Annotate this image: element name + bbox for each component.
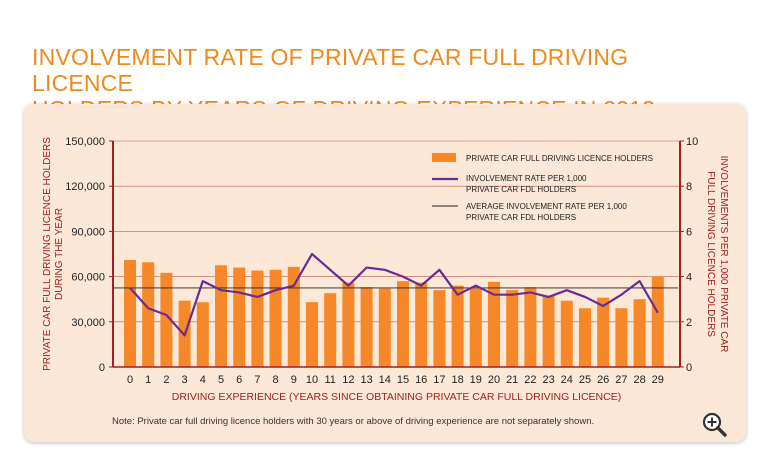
- x-tick-label: 21: [506, 374, 518, 386]
- x-tick-label: 26: [597, 374, 609, 386]
- x-tick-label: 23: [542, 374, 554, 386]
- x-tick-label: 29: [652, 374, 664, 386]
- right-tick-label: 4: [686, 272, 692, 284]
- right-tick-label: 8: [686, 181, 692, 193]
- x-tick-label: 18: [451, 374, 463, 386]
- x-tick-label: 5: [218, 374, 224, 386]
- x-tick-label: 1: [145, 374, 151, 386]
- bar: [415, 282, 428, 367]
- right-tick-label: 6: [686, 226, 692, 238]
- x-tick-label: 13: [360, 374, 372, 386]
- legend-bar-label: PRIVATE CAR FULL DRIVING LICENCE HOLDERS: [466, 154, 653, 163]
- left-tick-label: 90,000: [71, 226, 105, 238]
- x-tick-label: 28: [633, 374, 645, 386]
- x-tick-label: 19: [470, 374, 482, 386]
- bar: [433, 290, 446, 367]
- bar: [615, 308, 628, 367]
- x-tick-label: 16: [415, 374, 427, 386]
- bar: [160, 272, 173, 367]
- bar: [142, 262, 155, 367]
- x-tick-label: 15: [397, 374, 409, 386]
- bar: [124, 260, 136, 367]
- legend-bar-swatch: [432, 153, 456, 162]
- magnifier-plus-icon[interactable]: [700, 410, 730, 440]
- right-axis-title: INVOLVEMENTS PER 1,000 PRIVATE CAR: [718, 156, 729, 353]
- right-axis-title-line-2: FULL DRIVING LICENCE HOLDERS: [705, 171, 716, 337]
- left-tick-label: 150,000: [65, 136, 105, 148]
- left-tick-label: 60,000: [71, 272, 105, 284]
- legend-average-label-line-2: PRIVATE CAR FDL HOLDERS: [466, 213, 576, 222]
- bar: [560, 300, 573, 367]
- bar: [269, 269, 282, 367]
- left-axis-title: PRIVATE CAR FULL DRIVING LICENCE HOLDERS: [42, 137, 53, 371]
- bar: [342, 282, 355, 367]
- right-tick-label: 10: [686, 136, 698, 148]
- chart-title-line-1: INVOLVEMENT RATE OF PRIVATE CAR FULL DRI…: [32, 44, 629, 96]
- bar: [488, 281, 500, 367]
- bar: [633, 299, 646, 367]
- left-axis-title-line-2: DURING THE YEAR: [54, 208, 65, 300]
- legend-average-label: AVERAGE INVOLVEMENT RATE PER 1,000: [466, 202, 627, 211]
- x-tick-label: 20: [488, 374, 500, 386]
- bar: [397, 281, 409, 367]
- x-tick-label: 12: [342, 374, 354, 386]
- bar: [287, 266, 300, 367]
- left-tick-label: 0: [99, 362, 105, 374]
- x-tick-label: 9: [291, 374, 297, 386]
- x-tick-label: 4: [200, 374, 206, 386]
- bar: [306, 302, 318, 367]
- involvement-rate-line: [129, 252, 659, 337]
- x-tick-label: 24: [561, 374, 573, 386]
- bar: [542, 296, 555, 367]
- right-tick-label: 0: [686, 362, 692, 374]
- left-tick-label: 30,000: [71, 317, 105, 329]
- right-tick-label: 2: [686, 317, 692, 329]
- x-tick-label: 27: [615, 374, 627, 386]
- bar: [360, 287, 373, 367]
- x-axis-title: DRIVING EXPERIENCE (YEARS SINCE OBTAININ…: [172, 391, 621, 403]
- x-tick-label: 22: [524, 374, 536, 386]
- x-tick-label: 14: [379, 374, 391, 386]
- bar: [597, 297, 610, 367]
- bar: [215, 265, 227, 367]
- x-tick-label: 25: [579, 374, 591, 386]
- x-tick-label: 3: [182, 374, 188, 386]
- footnote: Note: Private car full driving licence h…: [112, 416, 595, 427]
- bar: [506, 290, 519, 367]
- bar: [378, 288, 391, 367]
- bar: [196, 302, 209, 367]
- x-tick-label: 6: [236, 374, 242, 386]
- bar: [324, 293, 337, 367]
- x-tick-label: 0: [127, 374, 133, 386]
- x-tick-label: 11: [324, 374, 335, 386]
- bar: [451, 285, 464, 367]
- legend-rate-label-line-2: PRIVATE CAR FDL HOLDERS: [466, 185, 576, 194]
- bar: [524, 287, 537, 367]
- x-tick-label: 7: [254, 374, 260, 386]
- bar: [579, 308, 591, 367]
- bar: [469, 288, 482, 367]
- legend-rate-label: INVOLVEMENT RATE PER 1,000: [466, 174, 587, 183]
- left-tick-label: 120,000: [65, 181, 105, 193]
- bar: [233, 267, 246, 367]
- x-tick-label: 17: [433, 374, 445, 386]
- x-tick-label: 10: [306, 374, 318, 386]
- x-tick-label: 8: [273, 374, 279, 386]
- x-tick-label: 2: [163, 374, 169, 386]
- bar: [651, 276, 664, 367]
- bar: [251, 270, 264, 367]
- magnifier-plus-icon-graphic: [702, 412, 727, 437]
